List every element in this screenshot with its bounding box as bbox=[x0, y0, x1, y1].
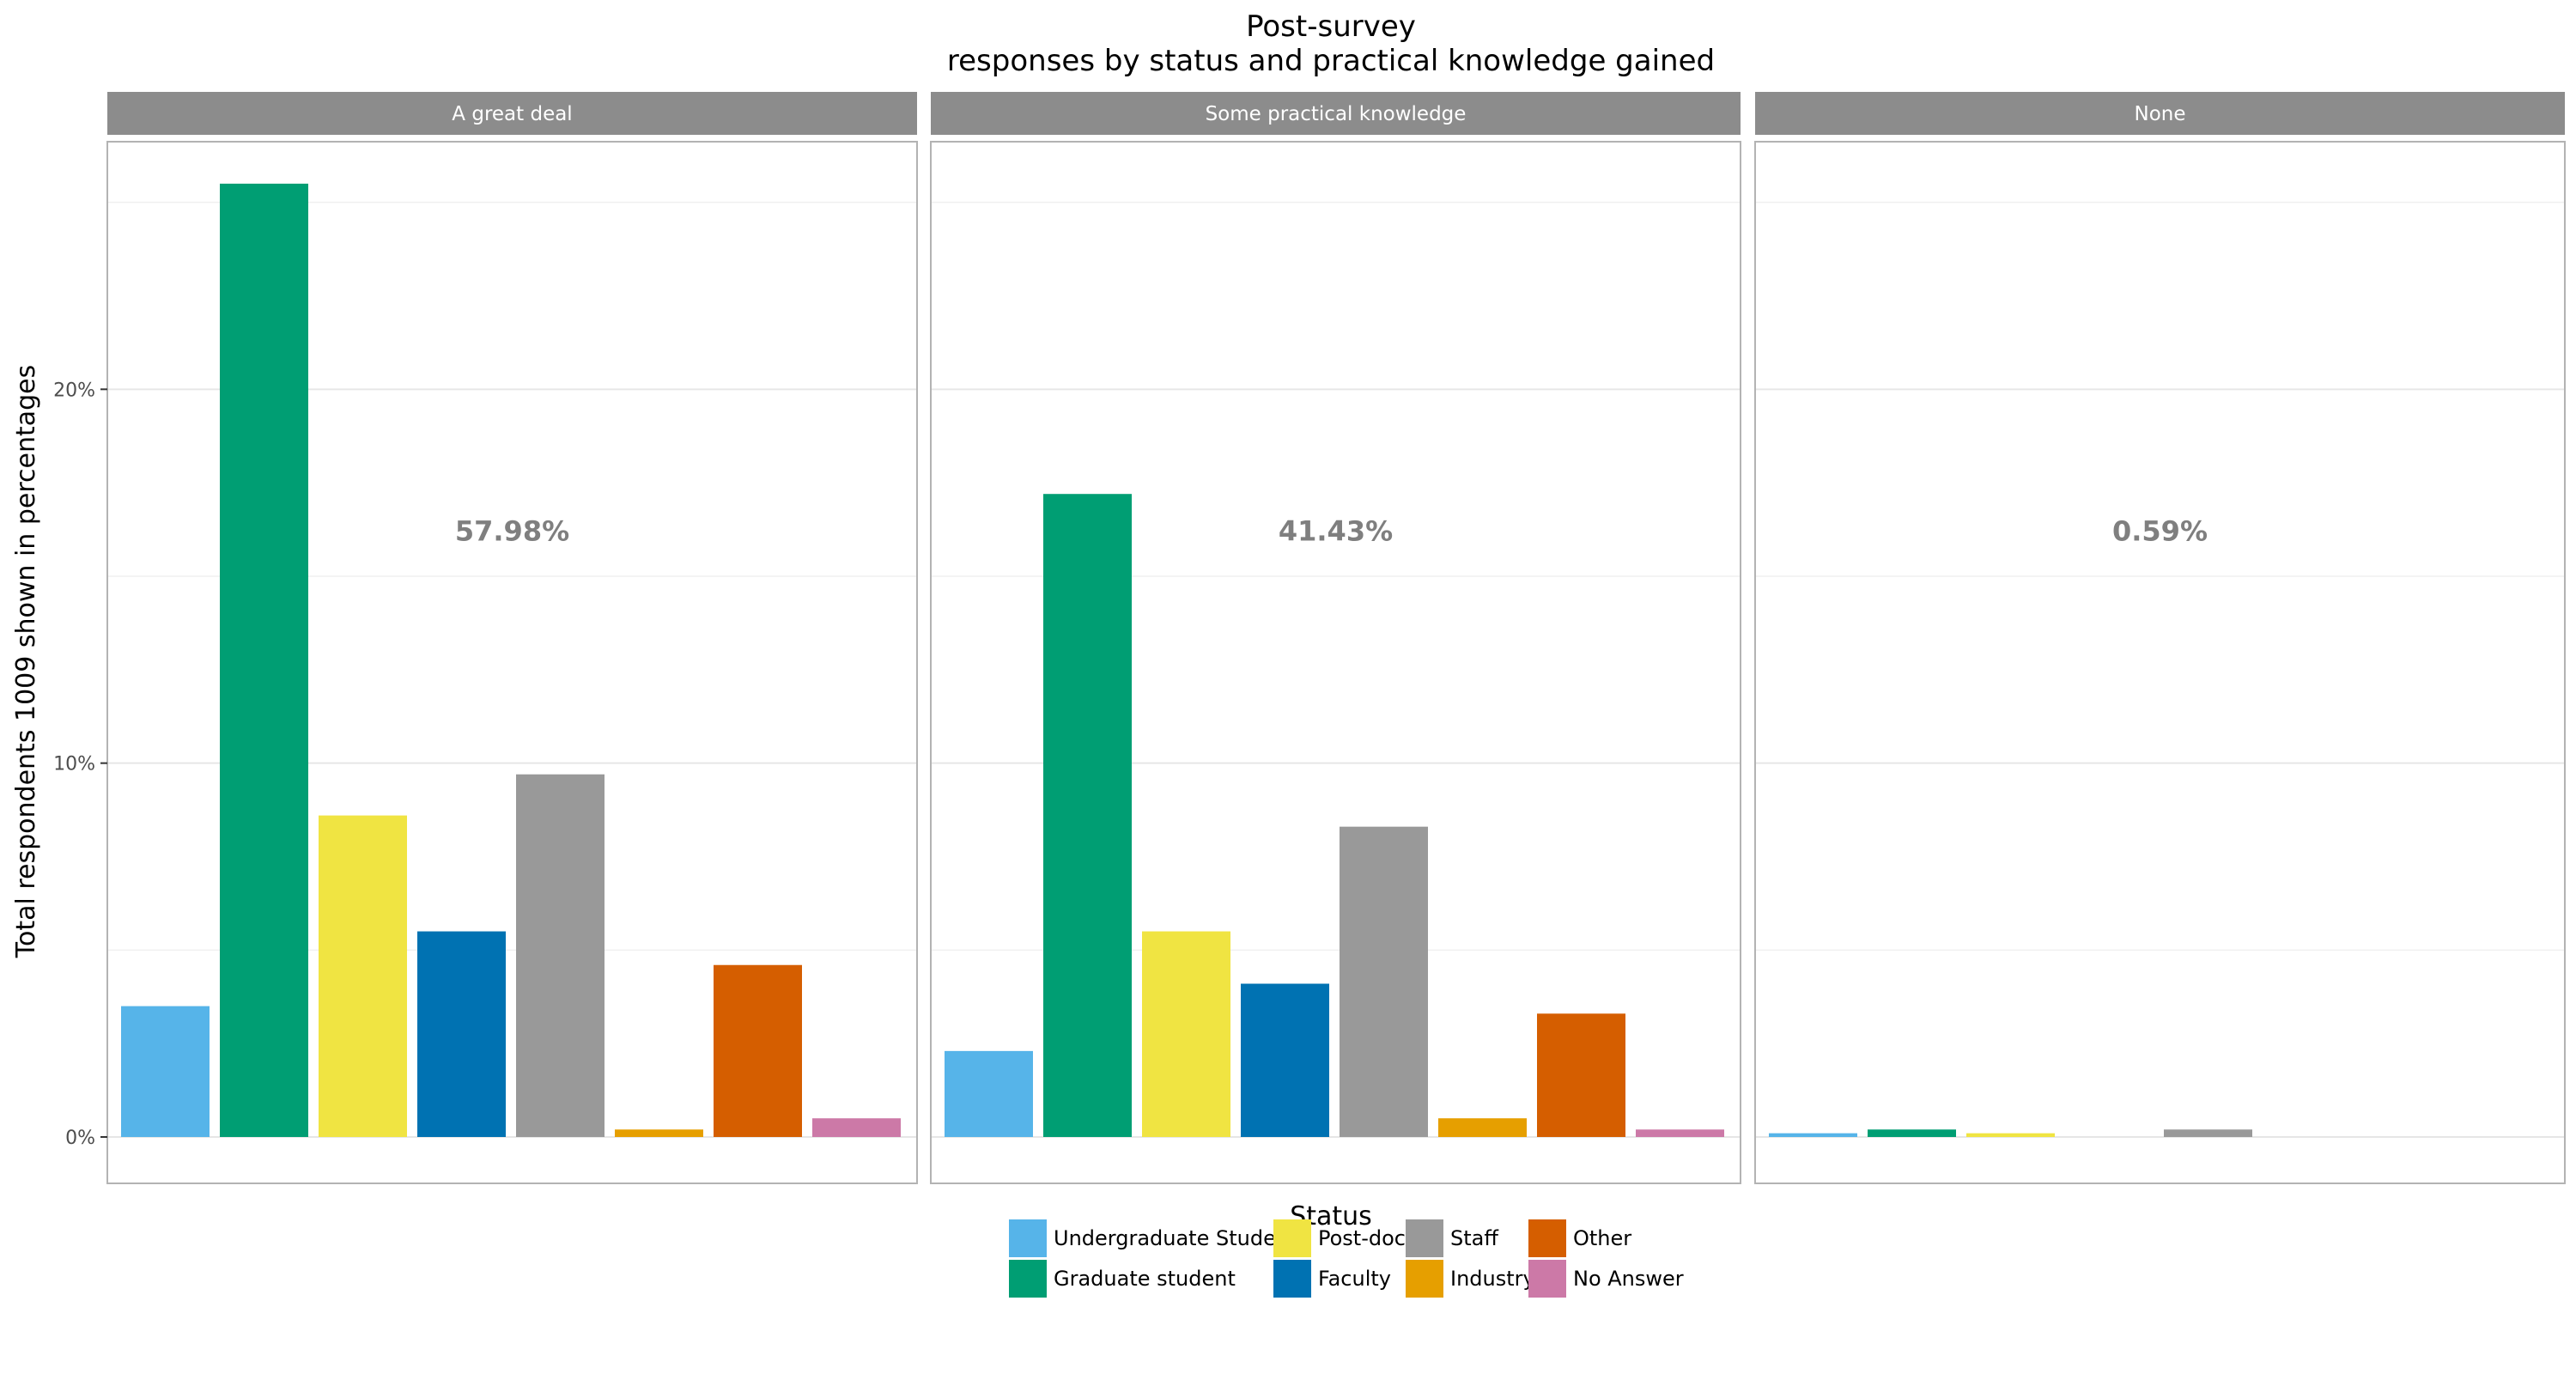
bar-staff bbox=[2164, 1129, 2252, 1137]
legend-label: Faculty bbox=[1318, 1267, 1391, 1291]
bar-undergraduate-student bbox=[945, 1050, 1033, 1137]
legend-label: Staff bbox=[1450, 1226, 1498, 1250]
y-tick-label: 10% bbox=[53, 754, 95, 775]
y-tick-label: 0% bbox=[65, 1128, 95, 1149]
facet-strip-label: A great deal bbox=[452, 103, 572, 125]
facet-panel: A great deal 57.98% bbox=[106, 92, 918, 1184]
bar-industry bbox=[615, 1129, 703, 1137]
y-tick-label: 20% bbox=[53, 380, 95, 401]
facet-panel: Some practical knowledge 41.43% bbox=[930, 92, 1741, 1184]
bar-undergraduate-student bbox=[1769, 1133, 1857, 1137]
facet-strip bbox=[107, 92, 917, 135]
bar-other bbox=[714, 964, 802, 1137]
facet-total-label: 41.43% bbox=[1279, 515, 1393, 548]
y-axis: 0% 10% 20% bbox=[53, 380, 107, 1149]
bar-other bbox=[1537, 1013, 1625, 1137]
legend-label: Industry bbox=[1450, 1267, 1535, 1291]
bar-undergraduate-student bbox=[121, 1006, 210, 1137]
legend-key-no-answer bbox=[1528, 1260, 1566, 1298]
bar-graduate-student bbox=[1043, 494, 1132, 1137]
legend-label: Undergraduate Student bbox=[1054, 1226, 1297, 1250]
legend-key-other bbox=[1528, 1219, 1566, 1257]
bar-post-doc bbox=[1142, 931, 1230, 1137]
bar-graduate-student bbox=[1868, 1129, 1956, 1137]
legend-key-graduate-student bbox=[1009, 1260, 1047, 1298]
legend-key-undergraduate-student bbox=[1009, 1219, 1047, 1257]
chart-title-line-2: responses by status and practical knowle… bbox=[947, 44, 1715, 78]
facet-strip-label: None bbox=[2134, 103, 2185, 125]
bar-staff bbox=[1340, 826, 1428, 1137]
legend-label: Graduate student bbox=[1054, 1267, 1236, 1291]
chart-title-line-1: Post-survey bbox=[1246, 9, 1416, 44]
bar-post-doc bbox=[319, 815, 407, 1137]
facet-panel: None 0.59% bbox=[1754, 92, 2566, 1184]
bar-faculty bbox=[1241, 983, 1329, 1137]
legend-label: No Answer bbox=[1573, 1267, 1684, 1291]
bar-graduate-student bbox=[220, 183, 308, 1137]
bar-post-doc bbox=[1966, 1133, 2055, 1137]
bar-no-answer bbox=[1636, 1129, 1724, 1137]
panel-border bbox=[1754, 141, 2566, 1184]
legend-label: Other bbox=[1573, 1226, 1631, 1250]
facet-strip bbox=[1755, 92, 2565, 135]
legend-key-faculty bbox=[1273, 1260, 1311, 1298]
legend-label: Post-doc bbox=[1318, 1226, 1406, 1250]
facet-total-label: 57.98% bbox=[455, 515, 569, 548]
legend-key-post-doc bbox=[1273, 1219, 1311, 1257]
bar-staff bbox=[516, 774, 605, 1137]
bar-no-answer bbox=[812, 1118, 901, 1137]
legend-key-industry bbox=[1406, 1260, 1443, 1298]
legend: Undergraduate Student Post-doc Staff Other G… bbox=[1009, 1219, 1684, 1298]
y-axis-title: Total respondents 1009 shown in percenta… bbox=[11, 365, 41, 958]
panel-border bbox=[930, 141, 1741, 1184]
bar-faculty bbox=[417, 931, 506, 1137]
facet-strip bbox=[931, 92, 1741, 135]
facet-panels: A great deal 57.98% Some practical knowled… bbox=[106, 92, 2566, 1184]
panel-border bbox=[106, 141, 918, 1184]
legend-key-staff bbox=[1406, 1219, 1443, 1257]
facet-total-label: 0.59% bbox=[2112, 515, 2208, 548]
facet-strip-label: Some practical knowledge bbox=[1206, 103, 1467, 125]
bar-industry bbox=[1438, 1118, 1527, 1137]
